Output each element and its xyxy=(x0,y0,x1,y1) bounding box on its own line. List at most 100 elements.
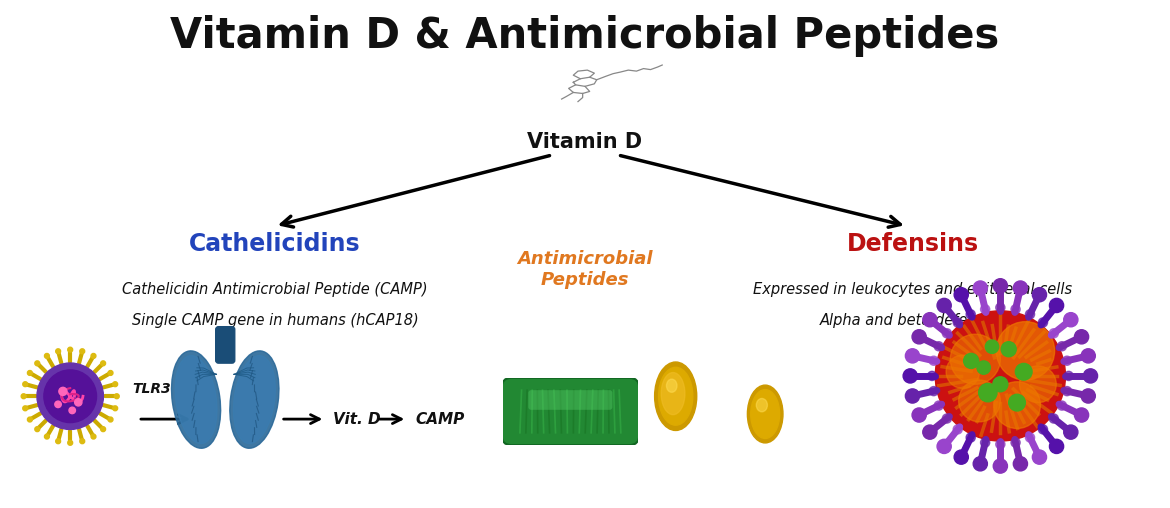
Circle shape xyxy=(1062,387,1072,396)
Circle shape xyxy=(993,382,1040,429)
Circle shape xyxy=(1019,366,1057,403)
Circle shape xyxy=(37,363,103,429)
Circle shape xyxy=(1049,329,1059,338)
Text: Cathelicidin Antimicrobial Peptide (CAMP): Cathelicidin Antimicrobial Peptide (CAMP… xyxy=(122,282,428,297)
FancyBboxPatch shape xyxy=(215,327,235,363)
Circle shape xyxy=(27,370,33,375)
Circle shape xyxy=(934,401,943,410)
Circle shape xyxy=(1039,318,1047,327)
Circle shape xyxy=(1013,281,1027,295)
Circle shape xyxy=(937,298,951,312)
Circle shape xyxy=(1064,312,1078,327)
Ellipse shape xyxy=(667,379,677,392)
Ellipse shape xyxy=(229,351,278,448)
Circle shape xyxy=(112,382,118,387)
Circle shape xyxy=(996,440,1005,449)
FancyBboxPatch shape xyxy=(529,390,612,410)
Circle shape xyxy=(1011,438,1020,447)
Ellipse shape xyxy=(748,385,783,443)
Circle shape xyxy=(80,439,84,443)
Circle shape xyxy=(913,408,927,422)
Circle shape xyxy=(929,356,938,365)
Circle shape xyxy=(1049,439,1064,454)
Circle shape xyxy=(21,394,26,399)
Circle shape xyxy=(68,347,73,352)
Text: TLR3: TLR3 xyxy=(132,382,172,396)
Circle shape xyxy=(934,342,943,351)
Circle shape xyxy=(996,322,1054,380)
Circle shape xyxy=(80,349,84,354)
Text: Vitamin D: Vitamin D xyxy=(528,132,642,152)
Circle shape xyxy=(35,361,40,366)
Circle shape xyxy=(942,329,951,338)
Circle shape xyxy=(923,425,937,439)
Text: Cathelicidins: Cathelicidins xyxy=(190,232,360,256)
Circle shape xyxy=(906,349,920,363)
Text: Antimicrobial
Peptides: Antimicrobial Peptides xyxy=(517,250,653,289)
Circle shape xyxy=(1032,288,1046,302)
Circle shape xyxy=(1025,433,1034,442)
Circle shape xyxy=(1062,356,1072,365)
Circle shape xyxy=(993,459,1007,473)
Circle shape xyxy=(950,334,1000,384)
Circle shape xyxy=(1064,371,1073,380)
FancyBboxPatch shape xyxy=(502,378,639,445)
Circle shape xyxy=(91,354,96,358)
Text: Alpha and beta defensins: Alpha and beta defensins xyxy=(819,312,1006,328)
Circle shape xyxy=(1049,414,1059,423)
Circle shape xyxy=(1058,401,1067,410)
Circle shape xyxy=(91,434,96,439)
Circle shape xyxy=(964,354,978,368)
Circle shape xyxy=(27,417,33,422)
Circle shape xyxy=(935,311,1066,441)
Circle shape xyxy=(1025,310,1034,319)
Circle shape xyxy=(1013,457,1027,471)
Circle shape xyxy=(1074,330,1088,344)
Ellipse shape xyxy=(751,390,779,438)
Circle shape xyxy=(993,279,1007,293)
Circle shape xyxy=(1081,349,1095,363)
Circle shape xyxy=(954,425,962,434)
Ellipse shape xyxy=(176,356,216,443)
Circle shape xyxy=(1049,298,1064,312)
Text: Single CAMP gene in humans (hCAP18): Single CAMP gene in humans (hCAP18) xyxy=(131,312,419,328)
Circle shape xyxy=(68,440,73,445)
Circle shape xyxy=(56,439,61,443)
Circle shape xyxy=(1002,342,1017,357)
Circle shape xyxy=(1032,450,1046,464)
Text: CAMP: CAMP xyxy=(415,411,464,427)
Circle shape xyxy=(947,355,979,389)
Circle shape xyxy=(966,310,976,319)
Circle shape xyxy=(1039,425,1047,434)
Circle shape xyxy=(942,414,951,423)
Circle shape xyxy=(977,361,990,374)
Circle shape xyxy=(108,370,113,375)
Circle shape xyxy=(1058,342,1067,351)
Circle shape xyxy=(903,369,917,383)
Circle shape xyxy=(44,370,96,423)
Circle shape xyxy=(69,407,75,414)
Circle shape xyxy=(101,427,105,432)
Circle shape xyxy=(58,387,67,395)
Circle shape xyxy=(954,318,962,327)
Circle shape xyxy=(56,349,61,354)
Circle shape xyxy=(966,433,976,442)
Circle shape xyxy=(108,417,113,422)
Circle shape xyxy=(44,354,49,358)
Circle shape xyxy=(973,457,987,471)
Circle shape xyxy=(112,406,118,411)
Text: Vit. D: Vit. D xyxy=(333,411,381,427)
Circle shape xyxy=(55,401,61,407)
Circle shape xyxy=(1083,369,1097,383)
Circle shape xyxy=(1081,389,1095,403)
Circle shape xyxy=(996,303,1005,312)
Circle shape xyxy=(937,439,951,454)
Circle shape xyxy=(923,312,937,327)
Circle shape xyxy=(993,377,1007,392)
Circle shape xyxy=(1064,425,1078,439)
Circle shape xyxy=(973,281,987,295)
Circle shape xyxy=(913,330,927,344)
Circle shape xyxy=(958,380,1000,422)
Ellipse shape xyxy=(172,351,221,448)
Circle shape xyxy=(1016,363,1032,380)
